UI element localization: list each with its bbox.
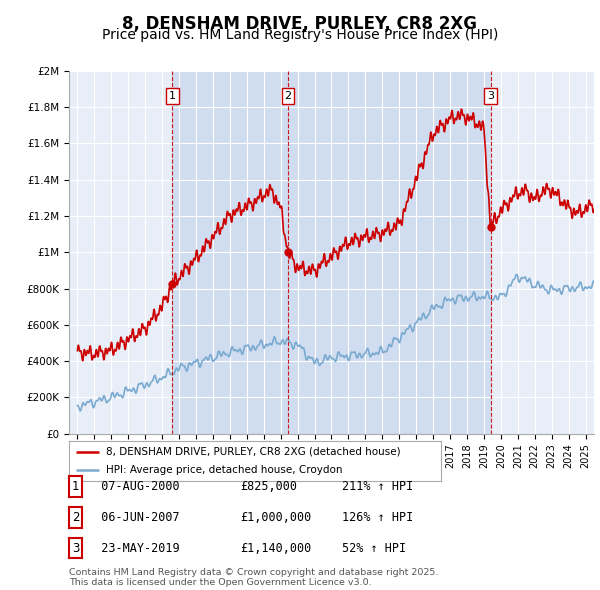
Text: 06-JUN-2007: 06-JUN-2007 xyxy=(87,511,179,524)
Text: £1,000,000: £1,000,000 xyxy=(240,511,311,524)
Text: 126% ↑ HPI: 126% ↑ HPI xyxy=(342,511,413,524)
Bar xyxy=(172,71,288,434)
Text: £1,140,000: £1,140,000 xyxy=(240,542,311,555)
Text: 8, DENSHAM DRIVE, PURLEY, CR8 2XG (detached house): 8, DENSHAM DRIVE, PURLEY, CR8 2XG (detac… xyxy=(106,447,401,457)
Text: £825,000: £825,000 xyxy=(240,480,297,493)
Text: 2: 2 xyxy=(72,511,79,524)
Text: 8, DENSHAM DRIVE, PURLEY, CR8 2XG: 8, DENSHAM DRIVE, PURLEY, CR8 2XG xyxy=(122,15,478,33)
Bar xyxy=(288,71,491,434)
Text: 1: 1 xyxy=(72,480,79,493)
Text: 52% ↑ HPI: 52% ↑ HPI xyxy=(342,542,406,555)
Text: HPI: Average price, detached house, Croydon: HPI: Average price, detached house, Croy… xyxy=(106,464,343,474)
Text: Price paid vs. HM Land Registry's House Price Index (HPI): Price paid vs. HM Land Registry's House … xyxy=(102,28,498,42)
Text: 211% ↑ HPI: 211% ↑ HPI xyxy=(342,480,413,493)
Text: 2: 2 xyxy=(284,91,292,101)
Text: 23-MAY-2019: 23-MAY-2019 xyxy=(87,542,179,555)
Text: 07-AUG-2000: 07-AUG-2000 xyxy=(87,480,179,493)
Text: 3: 3 xyxy=(487,91,494,101)
Text: 1: 1 xyxy=(169,91,176,101)
Text: Contains HM Land Registry data © Crown copyright and database right 2025.
This d: Contains HM Land Registry data © Crown c… xyxy=(69,568,439,587)
Text: 3: 3 xyxy=(72,542,79,555)
